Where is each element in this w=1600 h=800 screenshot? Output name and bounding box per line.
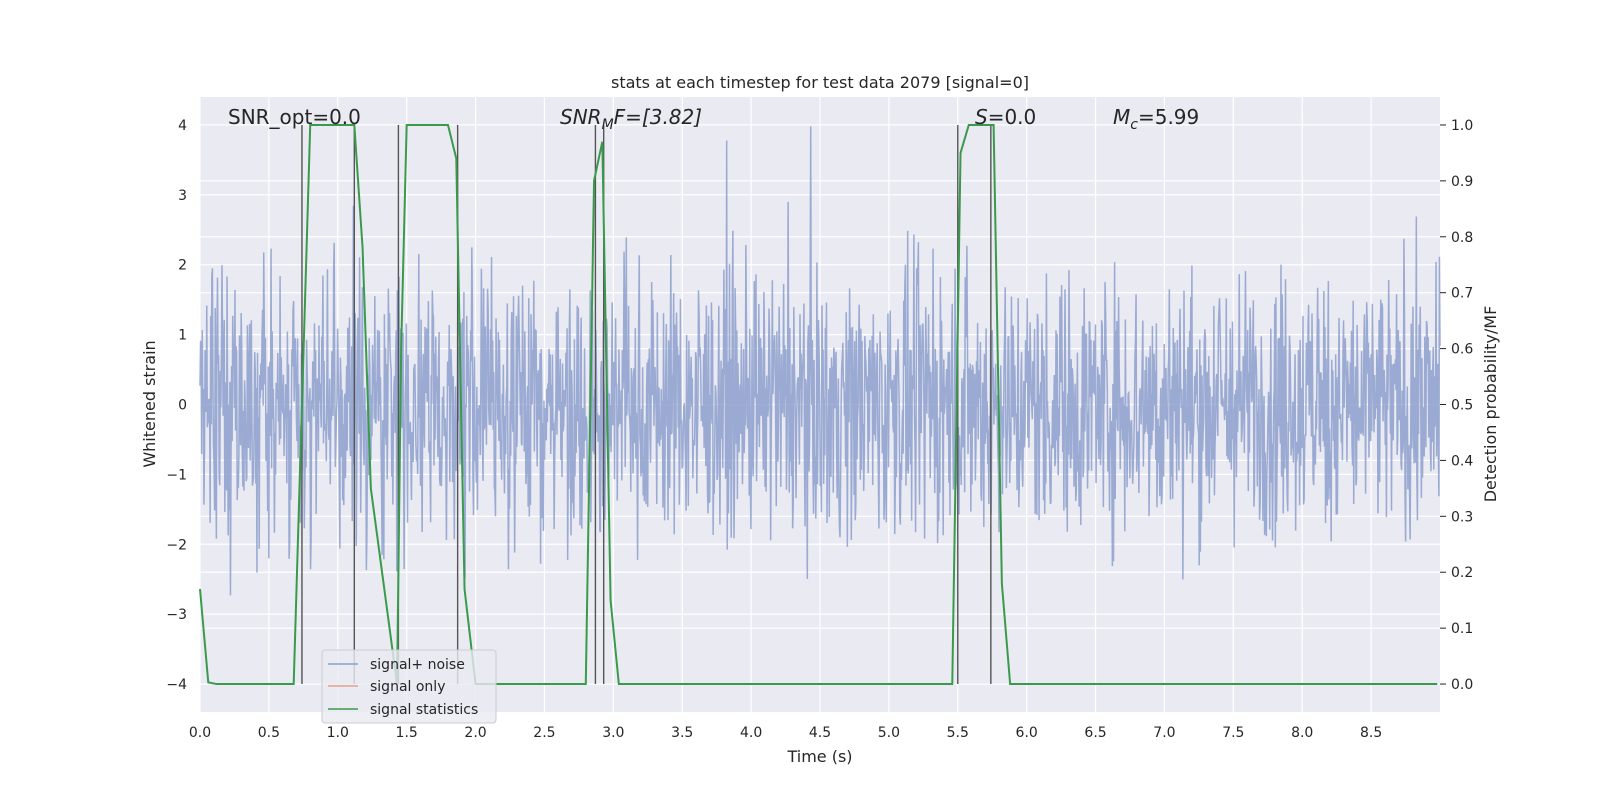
signal-statistics-series: [199, 123, 1438, 686]
x-ticks: 0.0 0.5 1.0 1.5 2.0 2.5 3.0 3.5 4.0 4.5 5.0 5.5 6.0 6…: [189, 725, 1382, 741]
x-tick-label: 5.5: [947, 725, 969, 741]
y-tick-label: −1: [166, 467, 187, 483]
y2-tick-label: 0.0: [1451, 677, 1473, 693]
mc-annotation: Mc=5.99: [1113, 105, 1199, 133]
y-tick-label: 3: [178, 188, 187, 204]
x-tick-label: 0.5: [258, 725, 280, 741]
x-tick-label: 1.5: [396, 725, 418, 741]
s-rest: =0.0: [988, 105, 1037, 129]
y-tick-label: −2: [166, 537, 187, 553]
y2-tick-label: 0.4: [1451, 453, 1473, 469]
x-axis-label: Time (s): [786, 747, 852, 766]
y2-tick-label: 0.3: [1451, 509, 1473, 525]
x-tick-label: 4.5: [809, 725, 831, 741]
x-tick-label: 4.0: [740, 725, 762, 741]
s-annotation: S=0.0: [975, 105, 1036, 129]
y-axis-label: Whitened strain: [140, 340, 159, 467]
y2-tick-label: 0.6: [1451, 342, 1473, 358]
x-tick-label: 0.0: [189, 725, 211, 741]
y2-tick-label: 1.0: [1451, 118, 1473, 134]
y2-axis-label: Detection probability/MF: [1481, 306, 1500, 503]
y-tick-label: −3: [166, 607, 187, 623]
x-tick-label: 2.0: [464, 725, 486, 741]
y2-tick-label: 0.2: [1451, 565, 1473, 581]
x-tick-label: 6.0: [1016, 725, 1038, 741]
mc-sub: c: [1130, 117, 1138, 133]
chart-title: stats at each timestep for test data 207…: [611, 73, 1029, 92]
y-tick-label: −4: [166, 677, 187, 693]
snr-opt-annotation: SNR_opt=0.0: [228, 105, 361, 129]
x-tick-label: 3.5: [671, 725, 693, 741]
legend-box: [321, 649, 497, 724]
y2-tick-label: 0.1: [1451, 621, 1473, 637]
legend-label-stats: signal statistics: [370, 702, 478, 718]
signal-noise-series: [199, 126, 1441, 596]
y2-tick-label: 0.7: [1451, 286, 1473, 302]
y2-tick-label: 0.9: [1451, 174, 1473, 190]
x-tick-label: 7.0: [1153, 725, 1175, 741]
mc-main: M: [1113, 105, 1130, 129]
snr-mf-rest: F=[3.82]: [614, 105, 702, 129]
x-tick-label: 8.5: [1360, 725, 1382, 741]
x-tick-label: 7.5: [1222, 725, 1244, 741]
x-tick-label: 6.5: [1084, 725, 1106, 741]
snr-mf-sub: M: [602, 117, 614, 133]
legend: signal+ noise signal only signal statist…: [321, 649, 497, 724]
snr-mf-annotation: SNRMF=[3.82]: [560, 105, 702, 133]
x-tick-label: 8.0: [1291, 725, 1313, 741]
y2-tick-label: 0.5: [1451, 398, 1473, 414]
signal-statistics-line: [199, 123, 1438, 686]
x-tick-label: 3.0: [602, 725, 624, 741]
y2-ticks: 1.0 0.9 0.8 0.7 0.6 0.5 0.4 0.3 0.2 0.1 0.0: [1440, 118, 1473, 693]
x-tick-label: 1.0: [327, 725, 349, 741]
y2-tick-label: 0.8: [1451, 230, 1473, 246]
legend-label-noise: signal+ noise: [370, 657, 465, 673]
s-main: S: [975, 105, 988, 129]
signal-noise-line: [199, 126, 1441, 596]
mc-rest: =5.99: [1138, 105, 1199, 129]
x-tick-label: 2.5: [533, 725, 555, 741]
y-tick-label: 4: [178, 118, 187, 134]
y-tick-label: 1: [178, 328, 187, 344]
x-tick-label: 5.0: [878, 725, 900, 741]
y-tick-label: 2: [178, 258, 187, 274]
legend-label-signal: signal only: [370, 679, 445, 695]
snr-mf-main: SNR: [560, 105, 602, 129]
y-ticks: 4 3 2 1 0 −1 −2 −3 −4: [166, 118, 187, 693]
y-tick-label: 0: [178, 398, 187, 414]
